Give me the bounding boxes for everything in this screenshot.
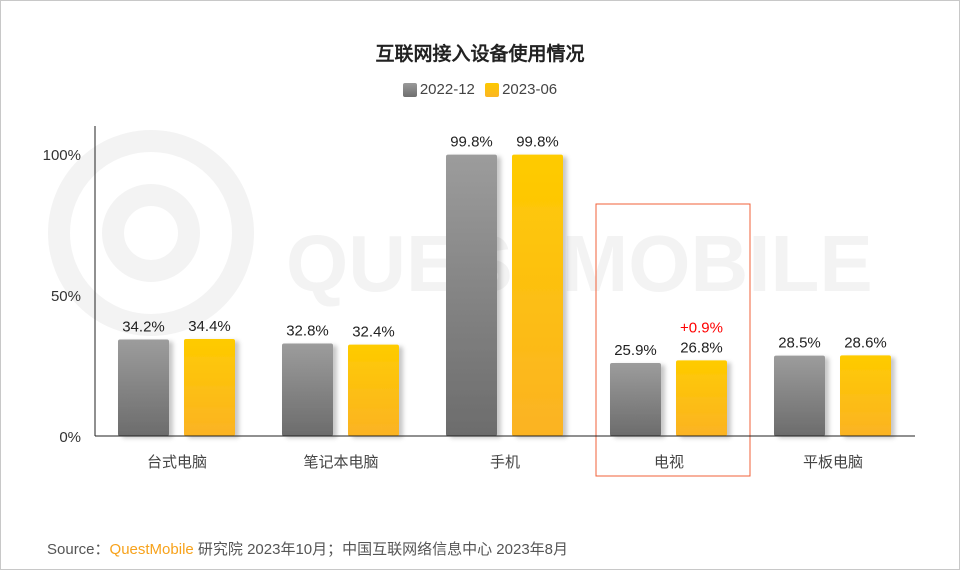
bar-2023-06 — [676, 360, 727, 436]
legend-item: 2023-06 — [485, 81, 557, 98]
x-tick-label: 电视 — [654, 454, 684, 471]
y-tick-label: 0% — [59, 429, 81, 446]
bar-2023-06 — [184, 338, 235, 436]
change-annotation: +0.9% — [680, 319, 723, 336]
bar-2022-12 — [610, 362, 661, 436]
source-note: Source：QuestMobile 研究院 2023年10月；中国互联网络信息… — [47, 538, 568, 559]
chart-title: 互联网接入设备使用情况 — [375, 44, 585, 65]
x-tick-label: 台式电脑 — [147, 454, 207, 471]
bar-2023-06 — [348, 344, 399, 436]
data-label: 26.8% — [680, 339, 723, 356]
data-label: 32.8% — [286, 323, 329, 340]
y-tick-label: 100% — [43, 147, 81, 164]
x-tick-label: 手机 — [490, 454, 520, 471]
source-prefix: Source： — [47, 541, 110, 558]
legend: 2022-12 2023-06 — [1, 81, 959, 101]
legend-label: 2022-12 — [419, 81, 475, 98]
data-label: 28.5% — [778, 335, 821, 352]
data-label: 34.4% — [188, 318, 231, 335]
y-tick-label: 50% — [51, 288, 81, 305]
bar-2022-12 — [446, 154, 497, 436]
data-label: 25.9% — [614, 342, 657, 359]
bar-2023-06 — [840, 355, 891, 436]
source-text: 研究院 2023年10月；中国互联网络信息中心 2023年8月 — [193, 541, 569, 558]
source-brand: QuestMobile — [109, 541, 194, 558]
highlight-box — [595, 203, 751, 477]
bar-2022-12 — [118, 339, 169, 436]
bar-2022-12 — [774, 355, 825, 436]
legend-swatch — [485, 82, 500, 97]
bar-2022-12 — [282, 343, 333, 436]
data-label: 34.2% — [122, 319, 165, 336]
data-label: 28.6% — [844, 334, 887, 351]
x-tick-label: 笔记本电脑 — [303, 454, 378, 471]
x-tick-label: 平板电脑 — [803, 453, 863, 471]
legend-label: 2023-06 — [502, 81, 558, 98]
data-label: 32.4% — [352, 324, 395, 341]
legend-swatch — [402, 82, 417, 97]
legend-item: 2022-12 — [402, 81, 475, 98]
bar-2023-06 — [512, 154, 563, 436]
data-label: 99.8% — [516, 134, 559, 151]
watermark-text: QUESTMOBILE — [286, 219, 873, 308]
data-label: 99.8% — [450, 134, 493, 151]
